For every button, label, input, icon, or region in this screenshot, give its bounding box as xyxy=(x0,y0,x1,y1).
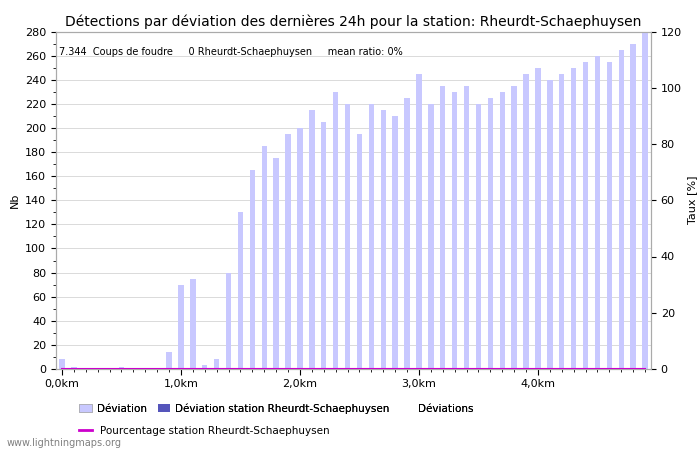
Bar xyxy=(214,360,219,369)
Bar xyxy=(500,92,505,369)
Legend: Pourcentage station Rheurdt-Schaephuysen: Pourcentage station Rheurdt-Schaephuysen xyxy=(75,422,334,440)
Bar xyxy=(178,284,183,369)
Bar xyxy=(536,68,540,369)
Bar xyxy=(298,128,302,369)
Bar xyxy=(571,68,576,369)
Bar xyxy=(262,146,267,369)
Bar xyxy=(643,32,648,369)
Bar xyxy=(393,116,398,369)
Bar xyxy=(559,74,564,369)
Bar xyxy=(595,56,600,369)
Bar xyxy=(357,134,362,369)
Bar xyxy=(631,44,636,369)
Bar xyxy=(226,273,231,369)
Bar xyxy=(428,104,433,369)
Bar xyxy=(524,74,528,369)
Bar xyxy=(250,170,255,369)
Bar xyxy=(83,368,88,369)
Y-axis label: Taux [%]: Taux [%] xyxy=(687,176,697,225)
Bar xyxy=(155,368,160,369)
Bar xyxy=(512,86,517,369)
Text: 7.344  Coups de foudre     0 Rheurdt-Schaephuysen     mean ratio: 0%: 7.344 Coups de foudre 0 Rheurdt-Schaephu… xyxy=(59,47,402,57)
Bar xyxy=(345,104,350,369)
Bar xyxy=(369,104,374,369)
Y-axis label: Nb: Nb xyxy=(10,193,20,208)
Bar xyxy=(286,134,290,369)
Bar xyxy=(107,368,112,369)
Bar xyxy=(321,122,326,369)
Bar xyxy=(309,110,314,369)
Bar xyxy=(131,368,136,369)
Bar xyxy=(476,104,481,369)
Bar xyxy=(202,365,207,369)
Bar xyxy=(464,86,469,369)
Legend: Déviation, Déviation station Rheurdt-Schaephuysen, Déviations: Déviation, Déviation station Rheurdt-Sch… xyxy=(75,399,477,418)
Bar xyxy=(71,367,76,369)
Bar xyxy=(95,368,100,369)
Bar xyxy=(190,279,195,369)
Bar xyxy=(381,110,386,369)
Bar xyxy=(547,80,552,369)
Bar xyxy=(607,62,612,369)
Bar xyxy=(274,158,279,369)
Bar xyxy=(119,367,124,369)
Bar xyxy=(583,62,588,369)
Bar xyxy=(60,360,64,369)
Title: Détections par déviation des dernières 24h pour la station: Rheurdt-Schaephuysen: Détections par déviation des dernières 2… xyxy=(65,14,642,29)
Text: www.lightningmaps.org: www.lightningmaps.org xyxy=(7,438,122,448)
Bar xyxy=(416,74,421,369)
Bar xyxy=(452,92,457,369)
Bar xyxy=(167,352,172,369)
Bar xyxy=(488,98,493,369)
Bar xyxy=(405,98,409,369)
Bar xyxy=(440,86,445,369)
Bar xyxy=(143,368,148,369)
Bar xyxy=(333,92,338,369)
Bar xyxy=(238,212,243,369)
Bar xyxy=(619,50,624,369)
